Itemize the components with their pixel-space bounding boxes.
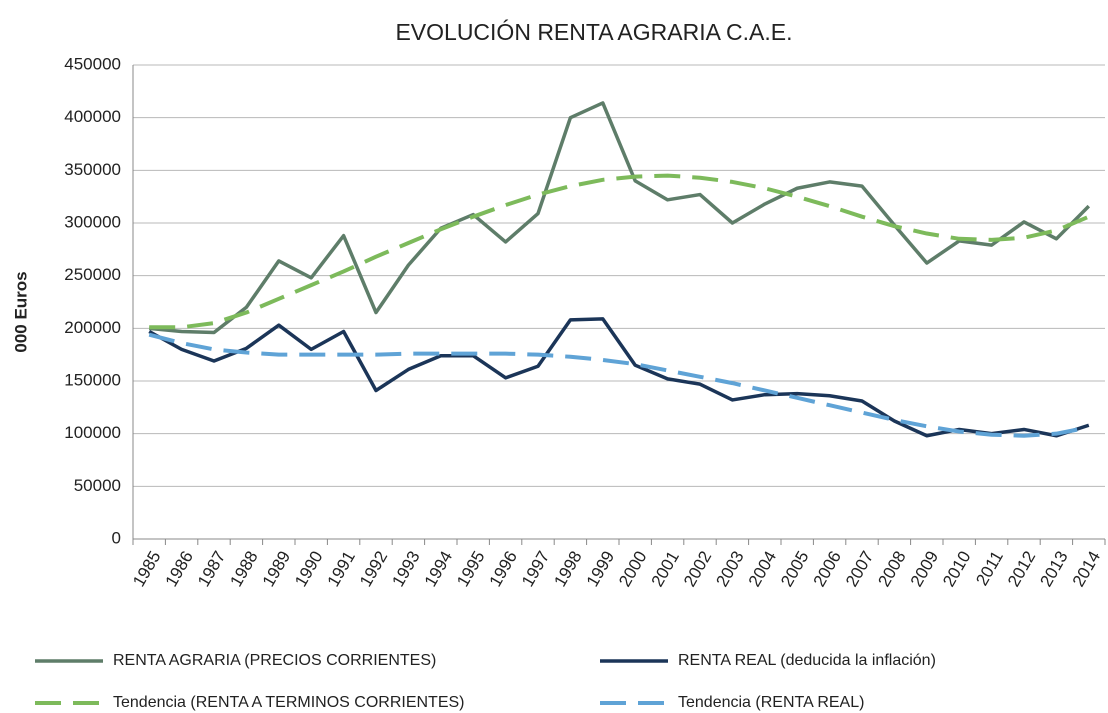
y-tick-label: 300000 bbox=[64, 212, 121, 231]
x-tick-label: 1989 bbox=[259, 548, 294, 590]
x-tick-label: 2007 bbox=[842, 548, 877, 590]
x-tick-label: 1998 bbox=[550, 548, 585, 590]
x-tick-label: 2006 bbox=[810, 548, 845, 590]
x-tick-label: 2014 bbox=[1069, 548, 1104, 590]
series-line bbox=[149, 101, 1091, 335]
y-tick-label: 400000 bbox=[64, 107, 121, 126]
x-tick-label: 1988 bbox=[226, 548, 261, 590]
y-tick-label: 50000 bbox=[74, 476, 121, 495]
series-line bbox=[148, 317, 1090, 438]
x-tick-label: 1996 bbox=[486, 548, 521, 590]
x-tick-label: 1994 bbox=[421, 548, 456, 590]
x-tick-label: 1987 bbox=[194, 548, 229, 590]
series-line bbox=[148, 332, 1090, 438]
y-tick-label: 100000 bbox=[64, 423, 121, 442]
x-tick-label: 1986 bbox=[162, 548, 197, 590]
legend: RENTA AGRARIA (PRECIOS CORRIENTES) RENTA … bbox=[35, 652, 936, 711]
x-tick-label: 2002 bbox=[680, 548, 715, 590]
x-tick-label: 2003 bbox=[712, 548, 747, 590]
y-tick-label: 250000 bbox=[64, 265, 121, 284]
y-axis-label: 000 Euros bbox=[11, 271, 30, 352]
x-tick-label: 2010 bbox=[939, 548, 974, 590]
y-tick-label: 350000 bbox=[64, 160, 121, 179]
x-tick-label: 1985 bbox=[129, 548, 164, 590]
x-tick-label: 2004 bbox=[745, 548, 780, 590]
x-tick-label: 2012 bbox=[1004, 548, 1039, 590]
x-tick-label: 1999 bbox=[583, 548, 618, 590]
x-tick-label: 1995 bbox=[453, 548, 488, 590]
y-tick-label: 0 bbox=[112, 528, 121, 547]
x-tick-label: 1992 bbox=[356, 548, 391, 590]
x-tick-label: 2005 bbox=[777, 548, 812, 590]
legend-label: RENTA REAL (deducida la inflación) bbox=[678, 652, 936, 669]
y-tick-label: 450000 bbox=[64, 54, 121, 73]
x-tick-label: 2011 bbox=[972, 548, 1007, 589]
y-tick-label: 150000 bbox=[64, 370, 121, 389]
y-tick-label: 200000 bbox=[64, 318, 121, 337]
legend-label: Tendencia (RENTA A TERMINOS CORRIENTES) bbox=[113, 694, 465, 711]
x-tick-label: 1991 bbox=[324, 548, 359, 590]
chart-title: EVOLUCIÓN RENTA AGRARIA C.A.E. bbox=[395, 19, 792, 45]
legend-label: RENTA AGRARIA (PRECIOS CORRIENTES) bbox=[113, 652, 436, 669]
series-line bbox=[149, 173, 1090, 330]
x-tick-label: 2000 bbox=[615, 548, 650, 590]
x-tick-label: 2013 bbox=[1036, 548, 1071, 590]
legend-label: Tendencia (RENTA REAL) bbox=[678, 694, 864, 711]
x-tick-label: 1993 bbox=[388, 548, 423, 590]
x-tick-label: 1990 bbox=[291, 548, 326, 590]
x-tick-label: 1997 bbox=[518, 548, 553, 590]
x-tick-label: 2001 bbox=[648, 548, 683, 590]
x-tick-label: 2008 bbox=[874, 548, 909, 590]
x-tick-label: 2009 bbox=[907, 548, 942, 590]
